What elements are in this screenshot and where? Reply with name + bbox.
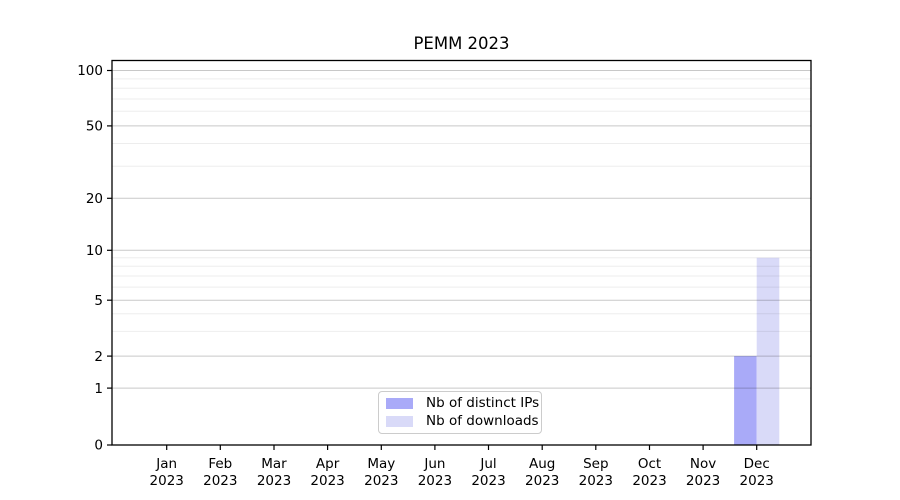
chart-title: PEMM 2023: [413, 34, 510, 53]
plot-frame: [111, 59, 812, 446]
legend-item-downloads: Nb of downloads: [386, 412, 541, 429]
x-tick-label-month: Sep: [583, 456, 608, 472]
x-tick-label-month: Jul: [479, 456, 496, 472]
x-tick-label-year: 2023: [364, 473, 398, 489]
x-tick-label-month: Jan: [155, 456, 177, 472]
x-tick-label-year: 2023: [686, 473, 720, 489]
x-tick-label-year: 2023: [150, 473, 184, 489]
legend-label-downloads: Nb of downloads: [426, 412, 539, 429]
x-tick-label-year: 2023: [525, 473, 559, 489]
y-tick-label: 50: [86, 119, 103, 135]
x-tick-label-month: May: [367, 456, 395, 472]
legend: Nb of distinct IPs Nb of downloads: [378, 391, 542, 434]
x-tick-label-year: 2023: [632, 473, 666, 489]
legend-item-distinct-ips: Nb of distinct IPs: [386, 395, 541, 411]
x-tick-label-year: 2023: [310, 473, 344, 489]
bar-nb-of-distinct-ips-dec-2023: [734, 356, 757, 445]
x-tick-label-month: Aug: [529, 456, 555, 472]
bar-nb-of-downloads-dec-2023: [756, 257, 780, 445]
legend-label-distinct-ips: Nb of distinct IPs: [426, 395, 540, 411]
x-tick-label-year: 2023: [418, 473, 452, 489]
x-tick-label-month: Mar: [261, 456, 287, 472]
x-tick-label-month: Nov: [690, 456, 716, 472]
y-tick-label: 5: [94, 293, 103, 309]
x-tick-label-year: 2023: [203, 473, 237, 489]
y-tick-label: 2: [94, 349, 103, 365]
x-tick-label-year: 2023: [257, 473, 291, 489]
legend-swatch-downloads: [386, 415, 413, 427]
x-tick-label-month: Oct: [638, 456, 661, 472]
x-tick-label-month: Dec: [744, 456, 770, 472]
x-tick-label-year: 2023: [579, 473, 613, 489]
x-tick-label-year: 2023: [471, 473, 505, 489]
y-tick-label: 0: [94, 438, 103, 454]
x-tick-label-month: Jun: [423, 456, 445, 472]
y-tick-label: 100: [77, 63, 103, 79]
x-tick-label-year: 2023: [740, 473, 774, 489]
y-tick-label: 10: [86, 243, 103, 259]
y-tick-label: 20: [86, 191, 103, 207]
x-tick-label-month: Feb: [208, 456, 232, 472]
y-tick-label: 1: [94, 381, 103, 397]
x-tick-label-month: Apr: [316, 456, 340, 472]
legend-swatch-distinct-ips: [386, 398, 413, 410]
